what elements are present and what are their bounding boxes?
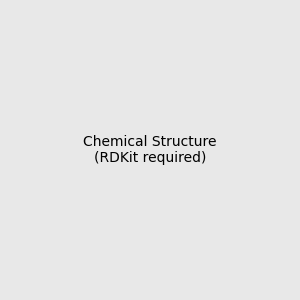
Text: Chemical Structure
(RDKit required): Chemical Structure (RDKit required) xyxy=(83,135,217,165)
